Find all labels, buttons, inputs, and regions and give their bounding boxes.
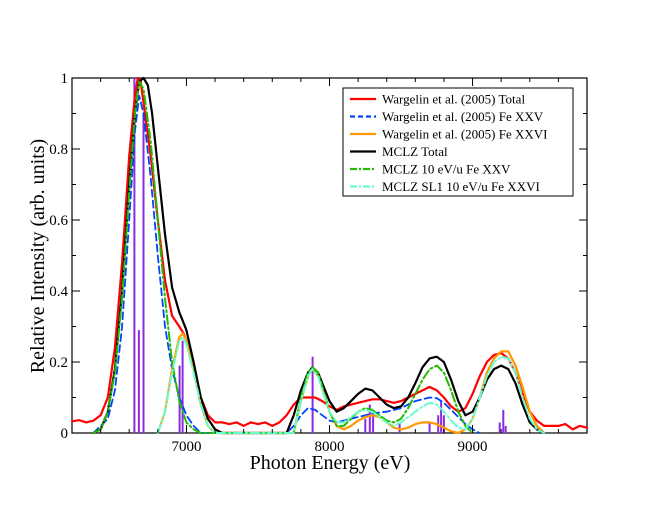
legend-label-4: MCLZ 10 eV/u Fe XXV bbox=[382, 162, 511, 177]
x-tick-label-1: 8000 bbox=[315, 439, 345, 455]
legend-label-0: Wargelin et al. (2005) Total bbox=[382, 92, 525, 107]
y-tick-label-5: 1 bbox=[61, 71, 69, 87]
x-tick-label-0: 7000 bbox=[171, 439, 201, 455]
legend: Wargelin et al. (2005) Total Wargelin et … bbox=[342, 87, 574, 197]
series-line-5 bbox=[156, 336, 546, 434]
legend-label-5: MCLZ SL1 10 eV/u Fe XXVI bbox=[382, 179, 540, 194]
legend-label-3: MCLZ Total bbox=[382, 144, 448, 159]
x-axis-title: Photon Energy (eV) bbox=[250, 452, 411, 474]
x-tick-label-2: 9000 bbox=[458, 439, 488, 455]
y-tick-label-2: 0.4 bbox=[49, 284, 68, 300]
y-tick-label-4: 0.8 bbox=[49, 142, 68, 158]
legend-label-1: Wargelin et al. (2005) Fe XXV bbox=[382, 109, 544, 124]
y-axis-title: Relative Intensity (arb. units) bbox=[27, 139, 49, 373]
series-lines bbox=[70, 76, 589, 435]
legend-label-2: Wargelin et al. (2005) Fe XXVI bbox=[382, 127, 548, 142]
y-tick-label-1: 0.2 bbox=[49, 355, 68, 371]
series-line-4 bbox=[92, 80, 474, 434]
legend-box bbox=[342, 87, 574, 197]
axes: 7000 8000 9000 0 0.2 0.4 0.6 0.8 1 bbox=[49, 71, 588, 455]
y-tick-label-0: 0 bbox=[61, 426, 69, 442]
y-tick-label-3: 0.6 bbox=[49, 213, 68, 229]
series-line-1 bbox=[92, 94, 481, 434]
series-line-3 bbox=[92, 76, 546, 435]
